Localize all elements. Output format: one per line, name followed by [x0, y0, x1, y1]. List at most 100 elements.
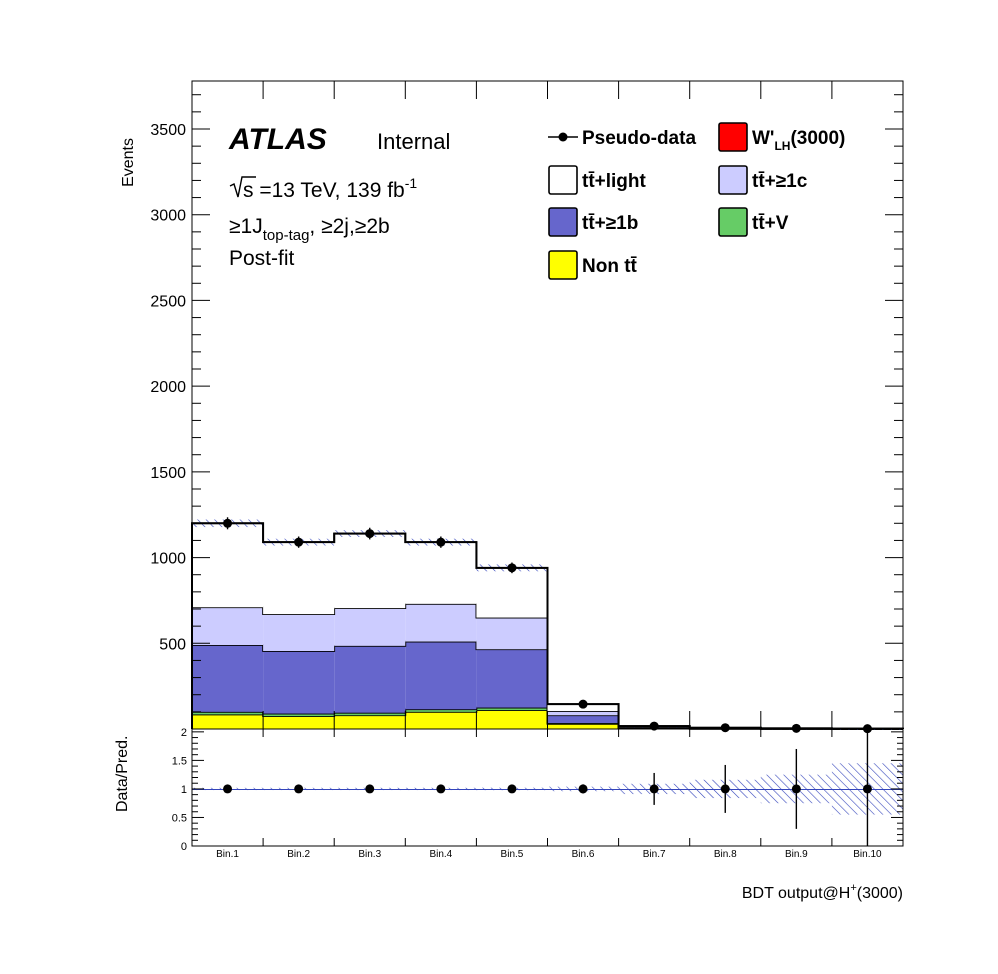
- x-tick-label: Bin.8: [714, 849, 737, 860]
- ratio-point: [507, 784, 517, 794]
- stack-bar-ttv: [476, 707, 548, 711]
- ratio-point: [791, 784, 801, 794]
- energy-lumi-label: s =13 TeV, 139 fb-1: [229, 175, 417, 202]
- ratio-y-tick-label: 1.5: [172, 755, 187, 767]
- atlas-label: ATLAS Internal: [228, 123, 450, 156]
- stack-bar-ttc: [405, 603, 477, 642]
- main-y-axis-label: Events: [120, 138, 137, 187]
- pseudo-data-layer: [223, 517, 872, 734]
- main-y-tick-label: 3500: [150, 122, 186, 139]
- legend-label-data: Pseudo-data: [582, 128, 696, 149]
- stack-bar-ttb: [334, 645, 406, 713]
- stack-bar-ttlight: [405, 542, 477, 604]
- x-tick-label: Bin.5: [501, 849, 524, 860]
- x-axis-title: BDT output@H+(3000): [742, 882, 903, 902]
- main-y-tick-label: 2500: [150, 293, 186, 310]
- main-y-tick-label: 1500: [150, 465, 186, 482]
- legend-label-text: Non tt̄: [582, 256, 638, 277]
- main-x-ticks: [191, 81, 904, 729]
- legend-swatch-ttb: [548, 207, 578, 237]
- stack-bar-ttc: [334, 608, 406, 646]
- stack-bar-ttb: [192, 645, 264, 712]
- ratio-panel: 0 0.5 1 1.5 2 Bin.1 Bin.2 Bin.3 Bin.4 Bin.5 Bin.6…: [114, 727, 904, 902]
- stack-bar-ttv: [263, 713, 335, 717]
- main-y-tick-label: 1000: [150, 551, 186, 568]
- ratio-point: [649, 784, 659, 794]
- legend-label-suffix: (3000): [790, 128, 845, 149]
- pseudo-data-point: [791, 723, 801, 733]
- x-tick-label: Bin.3: [358, 849, 381, 860]
- energy-lumi-text: s =13 TeV, 139 fb-1: [243, 175, 417, 202]
- legend-label-ttb: tt̄+≥1b: [582, 213, 638, 234]
- stack-bar-ttv: [192, 711, 264, 715]
- stack-bar-ttc: [263, 614, 335, 651]
- main-y-axis: 500 1000 1500 2000 2500 3000 3500: [150, 94, 903, 713]
- ratio-y-tick-label: 0.5: [172, 812, 187, 824]
- stack-bar-nontt: [547, 723, 619, 729]
- stack-bar-ttb: [263, 651, 335, 714]
- ratio-point: [223, 784, 233, 794]
- x-tick-label: Bin.9: [785, 849, 808, 860]
- stack-bar-nontt: [476, 710, 548, 729]
- selection-part-b: , ≥2j,≥2b: [309, 215, 389, 238]
- legend-label-sub: LH: [774, 139, 790, 153]
- legend-label-text: W': [752, 128, 774, 149]
- x-tick-label: Bin.2: [287, 849, 310, 860]
- pseudo-data-point: [649, 721, 659, 731]
- legend-label-signal: W'LH(3000): [752, 128, 845, 153]
- ratio-point: [365, 784, 375, 794]
- pseudo-data-point: [436, 537, 446, 547]
- energy-lumi-value: =13 TeV, 139 fb: [254, 179, 405, 202]
- x-tick-label: Bin.6: [572, 849, 595, 860]
- fit-label: Post-fit: [229, 247, 295, 270]
- main-y-tick-label: 2000: [150, 379, 186, 396]
- legend: Pseudo-data W'LH(3000) tt̄+light tt̄+≥1c tt̄…: [548, 122, 845, 280]
- ratio-y-tick-label: 2: [181, 727, 187, 739]
- x-tick-label: Bin.7: [643, 849, 666, 860]
- stack-bar-nontt: [405, 711, 477, 729]
- selection-subscript: top-tag: [263, 227, 310, 244]
- legend-swatch-signal: [718, 122, 748, 152]
- ratio-point: [578, 784, 588, 794]
- ratio-x-axis: Bin.1 Bin.2 Bin.3 Bin.4 Bin.5 Bin.6 Bin.7 Bin.8…: [191, 729, 904, 860]
- stack-bar-nontt: [334, 715, 406, 729]
- selection-part-a: ≥1J: [229, 215, 263, 238]
- ratio-point: [720, 784, 730, 794]
- ratio-point: [294, 784, 304, 794]
- legend-label-text: tt̄+≥1b: [582, 213, 638, 234]
- stack-bar-ttc: [547, 711, 619, 716]
- x-axis-title-suffix: (3000): [857, 885, 903, 902]
- sqrt-s-text: s: [243, 179, 254, 202]
- stack-bar-ttlight: [476, 567, 548, 618]
- experiment-label: ATLAS: [228, 123, 327, 156]
- stack-bar-ttlight: [334, 533, 406, 609]
- ratio-point: [862, 784, 872, 794]
- stack-bar-ttlight: [263, 542, 335, 615]
- legend-swatch-ttc: [718, 165, 748, 195]
- lumi-exponent: -1: [405, 175, 418, 191]
- legend-data-marker: [558, 132, 568, 142]
- stack-bar-ttlight: [192, 523, 264, 608]
- x-tick-label: Bin.10: [853, 849, 882, 860]
- stack-bar-ttv: [334, 712, 406, 716]
- legend-label-text: tt̄+light: [582, 171, 647, 192]
- stack-bar-ttc: [476, 617, 548, 650]
- legend-swatch-ttlight: [548, 165, 578, 195]
- sqrt-icon: [229, 176, 256, 198]
- legend-label-text: tt̄+V: [752, 213, 789, 234]
- legend-label-ttlight: tt̄+light: [582, 171, 647, 192]
- pseudo-data-point: [223, 518, 233, 528]
- stack-bar-nontt: [192, 714, 264, 729]
- main-y-tick-label: 3000: [150, 208, 186, 225]
- pseudo-data-point: [507, 563, 517, 573]
- stack-bar-ttv: [405, 709, 477, 712]
- stack-bar-ttb: [547, 715, 619, 723]
- main-y-tick-label: 500: [159, 636, 186, 653]
- pseudo-data-point: [294, 537, 304, 547]
- pseudo-data-point: [365, 529, 375, 539]
- pseudo-data-point: [578, 699, 588, 709]
- legend-label-ttv: tt̄+V: [752, 213, 789, 234]
- stack-bar-ttb: [405, 641, 477, 710]
- ratio-y-axis-label: Data/Pred.: [114, 736, 131, 812]
